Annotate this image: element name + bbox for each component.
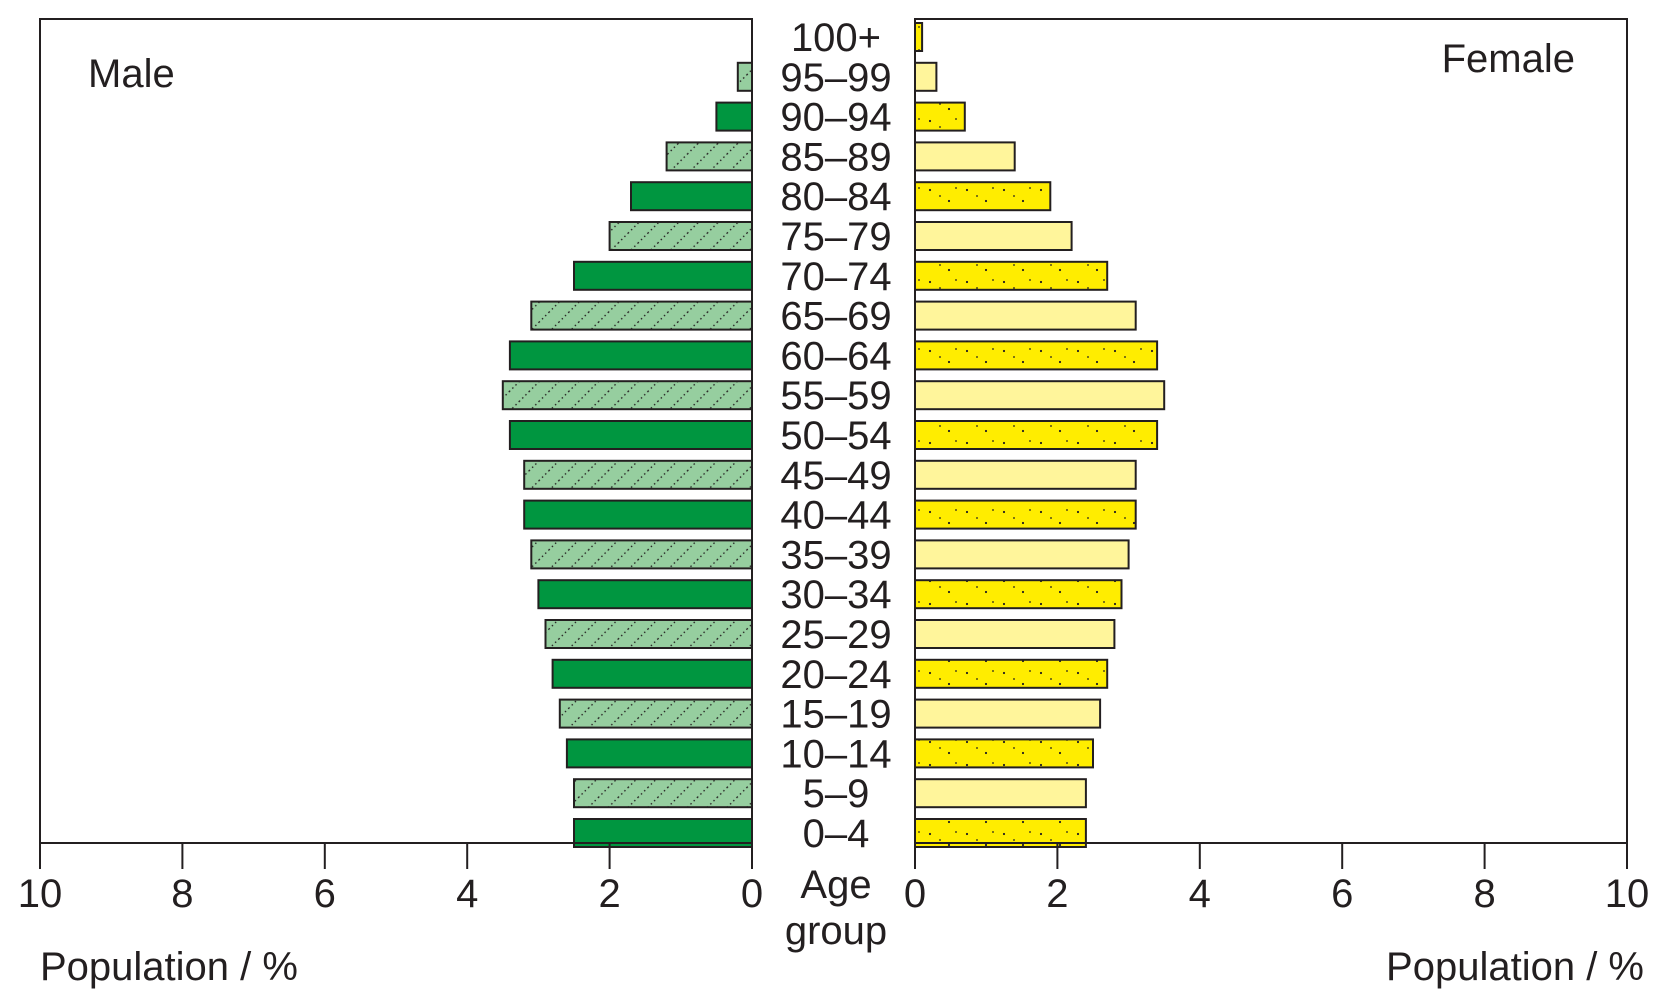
age-group-axis-title-line-2: group [785,909,887,953]
female-series-label: Female [1442,37,1575,81]
male-bar-30–34 [537,579,754,610]
female-bar-35–39 [914,539,1130,570]
male-x-axis: 0 2 4 6 8 10 [18,842,763,916]
female-x-axis: 0 2 4 6 8 10 [904,842,1650,916]
male-bar-20–24 [551,658,753,689]
x-tick-label: 6 [314,872,336,916]
female-bar-65–69 [914,300,1137,331]
male-bar-80–84 [630,181,753,212]
male-x-axis-title: Population / % [40,945,298,989]
female-bar-70–74 [914,260,1109,291]
male-bar-40–44 [523,499,754,530]
age-group-label: 95–99 [780,56,891,100]
age-group-label: 85–89 [780,135,891,179]
x-tick-label: 4 [456,872,478,916]
male-bar-95–99 [736,61,753,92]
female-bar-45–49 [914,459,1137,490]
age-group-label: 0–4 [803,812,870,856]
age-group-label: 75–79 [780,215,891,259]
x-tick-label: 6 [1331,872,1353,916]
x-tick-label: 8 [1473,872,1495,916]
age-group-label: 60–64 [780,334,891,378]
x-tick-label: 10 [1605,872,1650,916]
age-group-label: 5–9 [803,772,870,816]
female-bar-5–9 [914,778,1087,809]
male-bar-65–69 [530,300,753,331]
male-bar-10–14 [565,738,754,769]
age-group-label: 10–14 [780,732,891,776]
age-group-axis-title-line-1: Age [800,863,871,907]
male-bar-70–74 [573,260,753,291]
female-bar-85–89 [914,141,1016,172]
age-group-label: 70–74 [780,255,891,299]
female-bar-55–59 [914,380,1166,411]
male-bar-60–64 [508,340,753,371]
x-tick-label: 4 [1189,872,1211,916]
x-tick-label: 8 [171,872,193,916]
female-bar-40–44 [914,499,1137,530]
age-group-label: 15–19 [780,693,891,737]
male-bar-25–29 [544,619,753,649]
female-bar-50–54 [914,420,1159,450]
x-tick-label: 0 [741,872,763,916]
age-group-label: 55–59 [780,374,891,418]
female-bar-100+ [914,22,924,52]
female-bar-25–29 [914,619,1116,649]
age-group-label: 40–44 [780,494,891,538]
male-series-label: Male [88,52,175,96]
male-bar-45–49 [523,459,754,490]
female-bar-15–19 [914,698,1102,729]
male-bars-group [501,61,754,848]
x-tick-label: 2 [1046,872,1068,916]
female-bar-30–34 [914,579,1123,610]
male-bar-50–54 [508,420,753,450]
age-group-label: 100+ [791,16,881,60]
female-bar-75–79 [914,221,1073,251]
female-bar-90–94 [914,101,966,132]
female-bar-10–14 [914,738,1094,769]
female-x-axis-title: Population / % [1386,945,1644,989]
male-bar-35–39 [530,539,753,570]
x-tick-label: 2 [598,872,620,916]
age-group-label: 50–54 [780,414,891,458]
age-group-label: 30–34 [780,573,891,617]
male-bar-15–19 [558,698,753,729]
age-group-label: 65–69 [780,295,891,339]
age-group-label: 80–84 [780,175,891,219]
age-group-labels-group: 100+95–9990–9485–8980–8475–7970–7465–696… [780,16,891,856]
male-bar-55–59 [501,380,753,411]
male-bar-75–79 [608,221,753,251]
age-group-label: 20–24 [780,653,891,697]
female-bar-20–24 [914,658,1109,689]
male-bar-85–89 [665,141,753,172]
age-group-label: 35–39 [780,533,891,577]
age-group-label: 45–49 [780,454,891,498]
age-group-label: 25–29 [780,613,891,657]
female-bar-60–64 [914,340,1159,371]
female-bars-group [914,22,1166,848]
female-bar-80–84 [914,181,1052,212]
x-tick-label: 0 [904,872,926,916]
x-tick-label: 10 [18,872,63,916]
male-bar-90–94 [715,101,754,132]
female-bar-95–99 [914,61,938,92]
age-group-label: 90–94 [780,96,891,140]
male-bar-5–9 [573,778,753,809]
